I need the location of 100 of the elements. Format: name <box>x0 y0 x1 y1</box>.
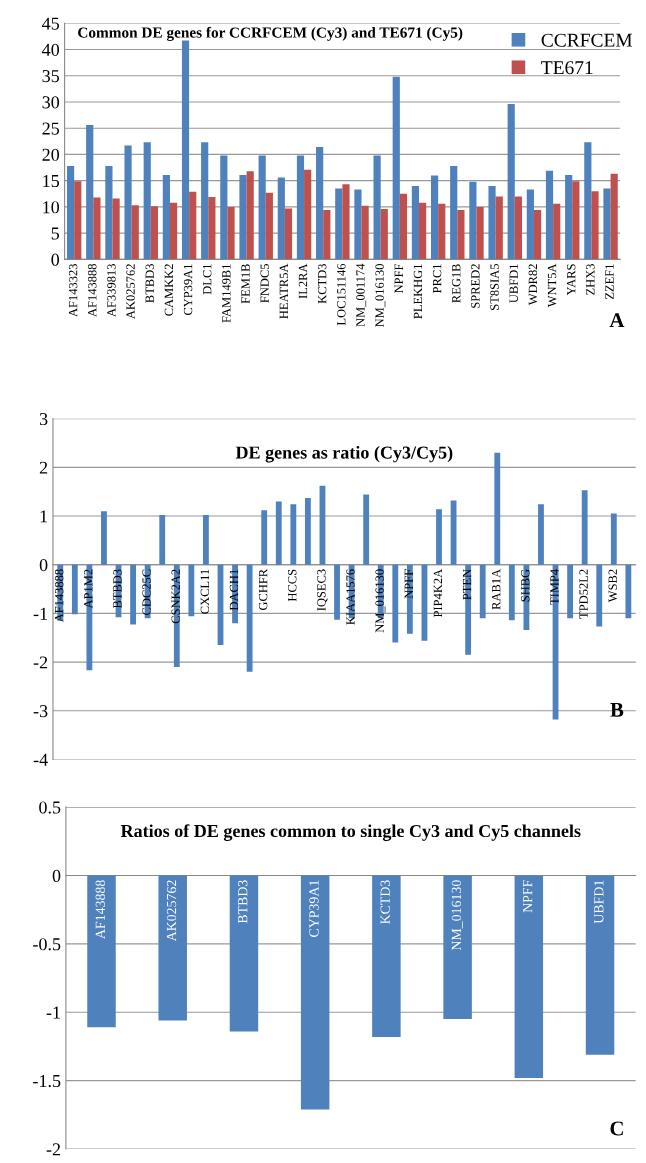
x-tick-label: SHBG <box>521 569 530 602</box>
y-tick-label: -4 <box>33 753 48 766</box>
bar <box>545 170 554 260</box>
bar <box>538 504 544 565</box>
bar <box>181 40 190 260</box>
bar <box>86 564 93 671</box>
chart-title: Common DE genes for CCRFCEM (Cy3) and TE671 (Cy5) <box>78 26 463 41</box>
x-tick-label: AK025762 <box>166 880 177 942</box>
x-tick-label: AK025762 <box>126 264 135 319</box>
bar <box>603 188 611 260</box>
bar <box>203 515 209 565</box>
bar <box>124 145 132 260</box>
bar <box>159 515 166 565</box>
x-tick-label: ST8SIA5 <box>490 264 499 310</box>
y-tick-label: 5 <box>51 227 60 240</box>
x-tick-label: NPFF <box>523 880 533 913</box>
bar <box>406 564 413 634</box>
y-tick-label: -1 <box>33 607 48 620</box>
bar <box>392 564 399 643</box>
x-tick-label: GCHFR <box>258 568 268 611</box>
x-tick-label: BTBD3 <box>145 264 154 303</box>
bar <box>465 564 472 655</box>
x-tick-label: KIAA1576 <box>346 569 355 625</box>
bar <box>335 188 343 260</box>
y-tick-label: 1 <box>40 510 48 523</box>
x-tick-label: KCTD3 <box>380 880 390 925</box>
x-tick-label: TIMP4 <box>550 569 559 605</box>
bar <box>469 181 477 260</box>
bar <box>130 564 137 625</box>
bar <box>584 142 592 260</box>
bar <box>66 165 75 260</box>
bar <box>265 192 273 260</box>
bar <box>565 174 573 260</box>
bar <box>436 509 442 565</box>
y-tick-label: 0.5 <box>39 801 61 814</box>
x-tick-label: CAMKK2 <box>164 264 174 316</box>
bar <box>610 513 617 565</box>
bar <box>239 174 247 260</box>
bar <box>567 564 574 619</box>
annotation: B <box>610 702 624 717</box>
bar <box>488 185 496 260</box>
x-tick-label: FEM1B <box>241 264 250 304</box>
x-tick-label: PLEKHG1 <box>413 264 423 319</box>
bar <box>508 564 515 621</box>
bar <box>553 203 561 260</box>
x-tick-label: CYP39A1 <box>309 880 319 937</box>
x-tick-label: RAB1A <box>492 568 501 610</box>
y-tick-label: 20 <box>42 148 60 161</box>
y-tick-label: -1 <box>46 1006 60 1019</box>
x-tick-label: TPD52L2 <box>579 569 588 619</box>
x-tick-label: CSNK2A2 <box>171 569 180 624</box>
bar <box>220 155 228 260</box>
y-tick-label: 15 <box>43 175 60 188</box>
bar <box>261 510 268 565</box>
bar <box>363 494 370 565</box>
bar <box>392 76 400 260</box>
bar <box>323 210 331 260</box>
bar <box>419 202 427 260</box>
bar <box>479 564 486 619</box>
bar <box>494 452 501 565</box>
x-tick-label: WNT5A <box>547 263 557 308</box>
bar <box>208 196 216 260</box>
bar <box>93 197 101 260</box>
x-tick-label: AF143323 <box>68 264 78 317</box>
x-tick-label: BTBD3 <box>113 569 122 609</box>
bar <box>258 155 266 260</box>
y-tick-label: 2 <box>39 461 48 474</box>
bar <box>131 205 139 260</box>
bar <box>74 181 82 260</box>
y-tick-label: -3 <box>33 705 48 718</box>
y-tick-label: -1.5 <box>33 1075 61 1088</box>
bar <box>304 498 311 565</box>
bar <box>476 206 484 260</box>
bar <box>86 125 94 260</box>
x-tick-label: DLC1 <box>203 264 212 295</box>
bar <box>201 142 209 260</box>
bar <box>150 206 158 260</box>
x-tick-label: PIP4K2A <box>433 568 443 618</box>
y-tick-label: 0 <box>39 558 48 572</box>
text: A <box>609 313 625 328</box>
bar <box>430 175 439 260</box>
bar <box>71 564 78 615</box>
text: Ratios of DE genes common to single Cy3 and Cy5 channels <box>120 824 581 841</box>
bar <box>526 189 534 260</box>
x-tick-label: AF339813 <box>107 264 116 317</box>
bar <box>373 155 381 260</box>
x-tick-label: NM_001174 <box>356 263 367 327</box>
x-tick-label: IL2RA <box>298 263 308 299</box>
bar <box>495 196 503 260</box>
bar <box>227 206 235 260</box>
text: DE genes as ratio (Cy3/Cy5) <box>235 445 453 463</box>
bar <box>101 511 107 565</box>
x-tick-label: WSB2 <box>608 569 618 603</box>
bar <box>246 564 253 672</box>
x-tick-label: CDC25C <box>142 569 151 615</box>
legend-label: TE671 <box>541 61 593 75</box>
bar <box>112 198 120 260</box>
bar <box>625 564 632 619</box>
y-tick-label: -2 <box>46 1143 61 1156</box>
y-tick-label: 30 <box>42 96 60 109</box>
